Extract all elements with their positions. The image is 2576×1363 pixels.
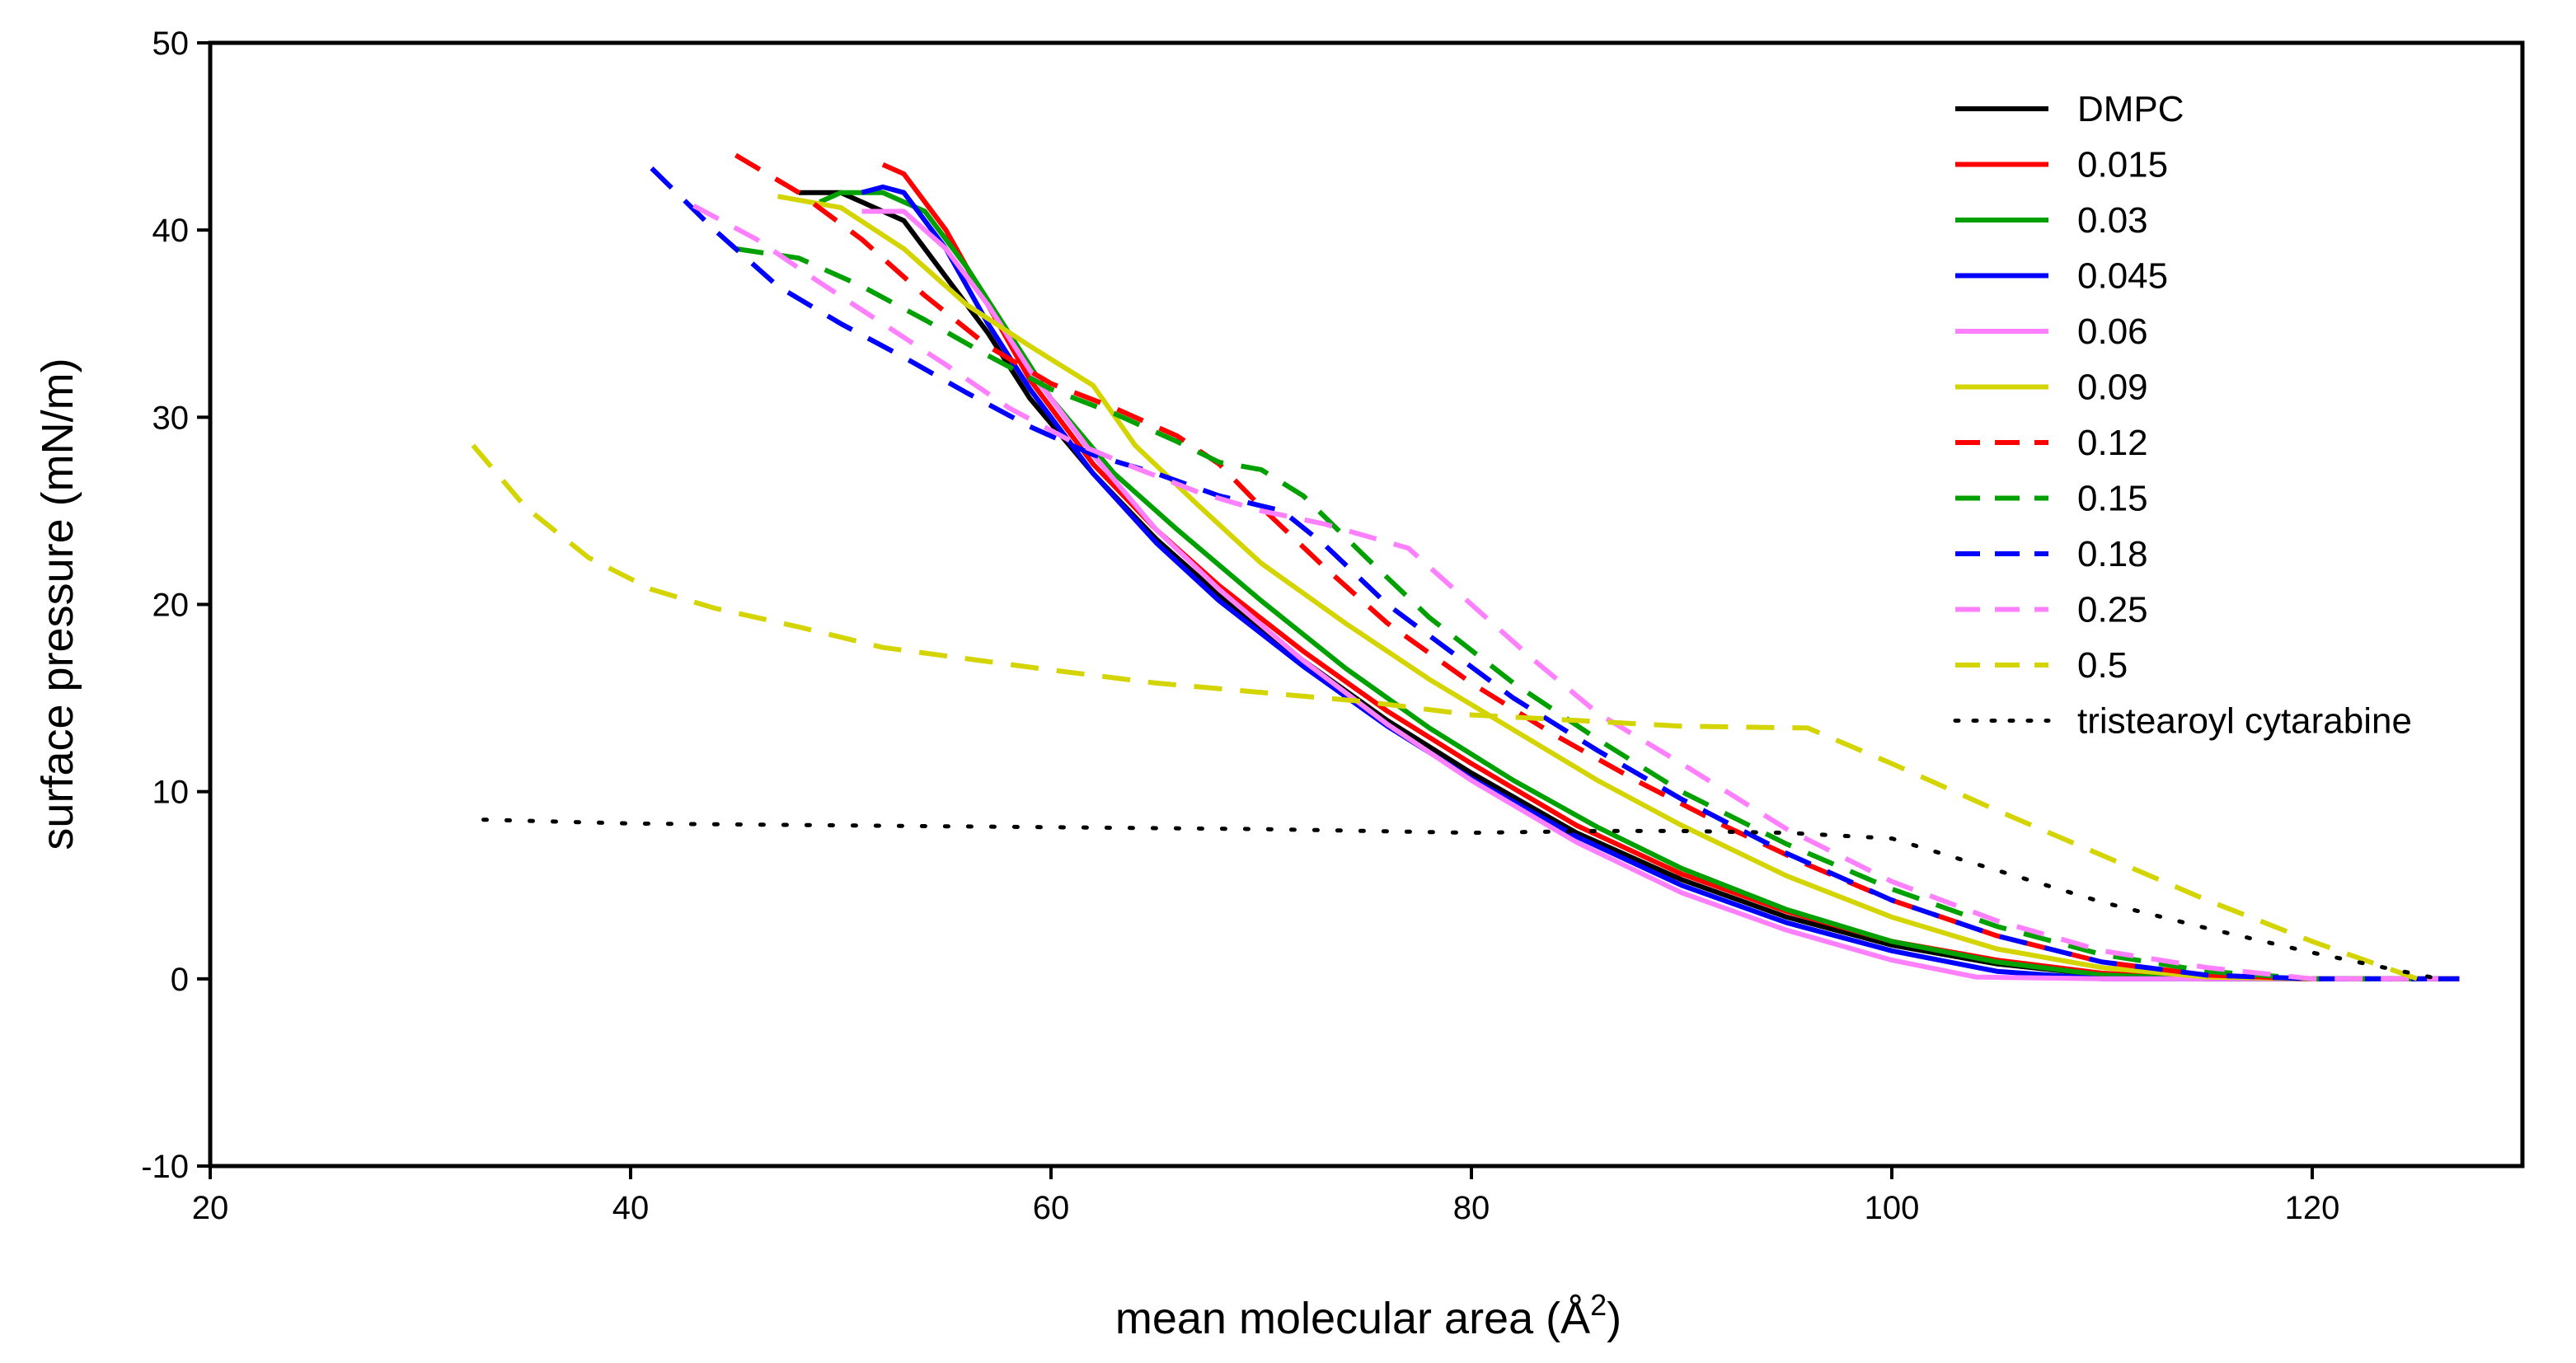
legend-label: 0.5: [2077, 645, 2128, 686]
legend-label: 0.03: [2077, 200, 2148, 241]
x-axis-title-superscript: 2: [1590, 1288, 1607, 1322]
series-line-0-09: [777, 194, 2438, 981]
legend-label: 0.045: [2077, 256, 2168, 297]
series-layer: [471, 152, 2460, 981]
y-tick-label: 40: [152, 213, 190, 249]
x-tick-label: 40: [612, 1190, 650, 1226]
legend-label: 0.06: [2077, 311, 2148, 352]
x-axis: 20 40 60 80 100 120: [192, 1166, 2340, 1226]
x-tick-label: 80: [1453, 1190, 1490, 1226]
y-tick-label: 10: [152, 775, 190, 811]
legend-label: 0.09: [2077, 368, 2148, 408]
series-line-0-15: [735, 246, 2438, 981]
y-axis-title: surface pressure (mN/m): [33, 358, 82, 850]
x-tick-label: 100: [1865, 1190, 1920, 1226]
series-line-0-03: [819, 190, 2438, 981]
series-line-0-5: [471, 443, 2419, 981]
legend-label: tristearoyl cytarabine: [2077, 701, 2412, 742]
series-line-0-18: [650, 166, 2438, 981]
legend-label: DMPC: [2077, 89, 2184, 129]
plot-area: [208, 40, 2525, 1169]
legend-label: 0.18: [2077, 534, 2148, 574]
y-tick-label: 30: [152, 400, 190, 436]
y-tick-label: 20: [152, 588, 190, 624]
series-line-0-12: [734, 152, 2438, 981]
x-axis-title-end: ): [1607, 1294, 1621, 1343]
y-axis: -10 0 10 20 30 40 50: [141, 26, 210, 1185]
legend: DMPC 0.015 0.03 0.045 0.06 0.09 0.12 0.15 0.18 0.…: [1953, 89, 2412, 742]
x-tick-label: 20: [192, 1190, 229, 1226]
series-line-0-06: [861, 208, 2438, 981]
x-axis-title-main: mean molecular area (Å: [1115, 1294, 1590, 1343]
legend-label: 0.25: [2077, 590, 2148, 630]
y-tick-label: -10: [141, 1149, 189, 1185]
x-tick-label: 60: [1033, 1190, 1070, 1226]
x-axis-title: mean molecular area (Å2): [1115, 1288, 1621, 1343]
y-tick-label: 0: [171, 962, 189, 998]
legend-label: 0.15: [2077, 479, 2148, 519]
legend-label: 0.015: [2077, 145, 2168, 185]
y-tick-label: 50: [152, 26, 190, 62]
series-line-0-25: [692, 203, 2438, 981]
series-line-tristearoyl-cytarabine: [481, 817, 2441, 981]
x-tick-label: 120: [2285, 1190, 2340, 1226]
legend-label: 0.12: [2077, 423, 2148, 463]
